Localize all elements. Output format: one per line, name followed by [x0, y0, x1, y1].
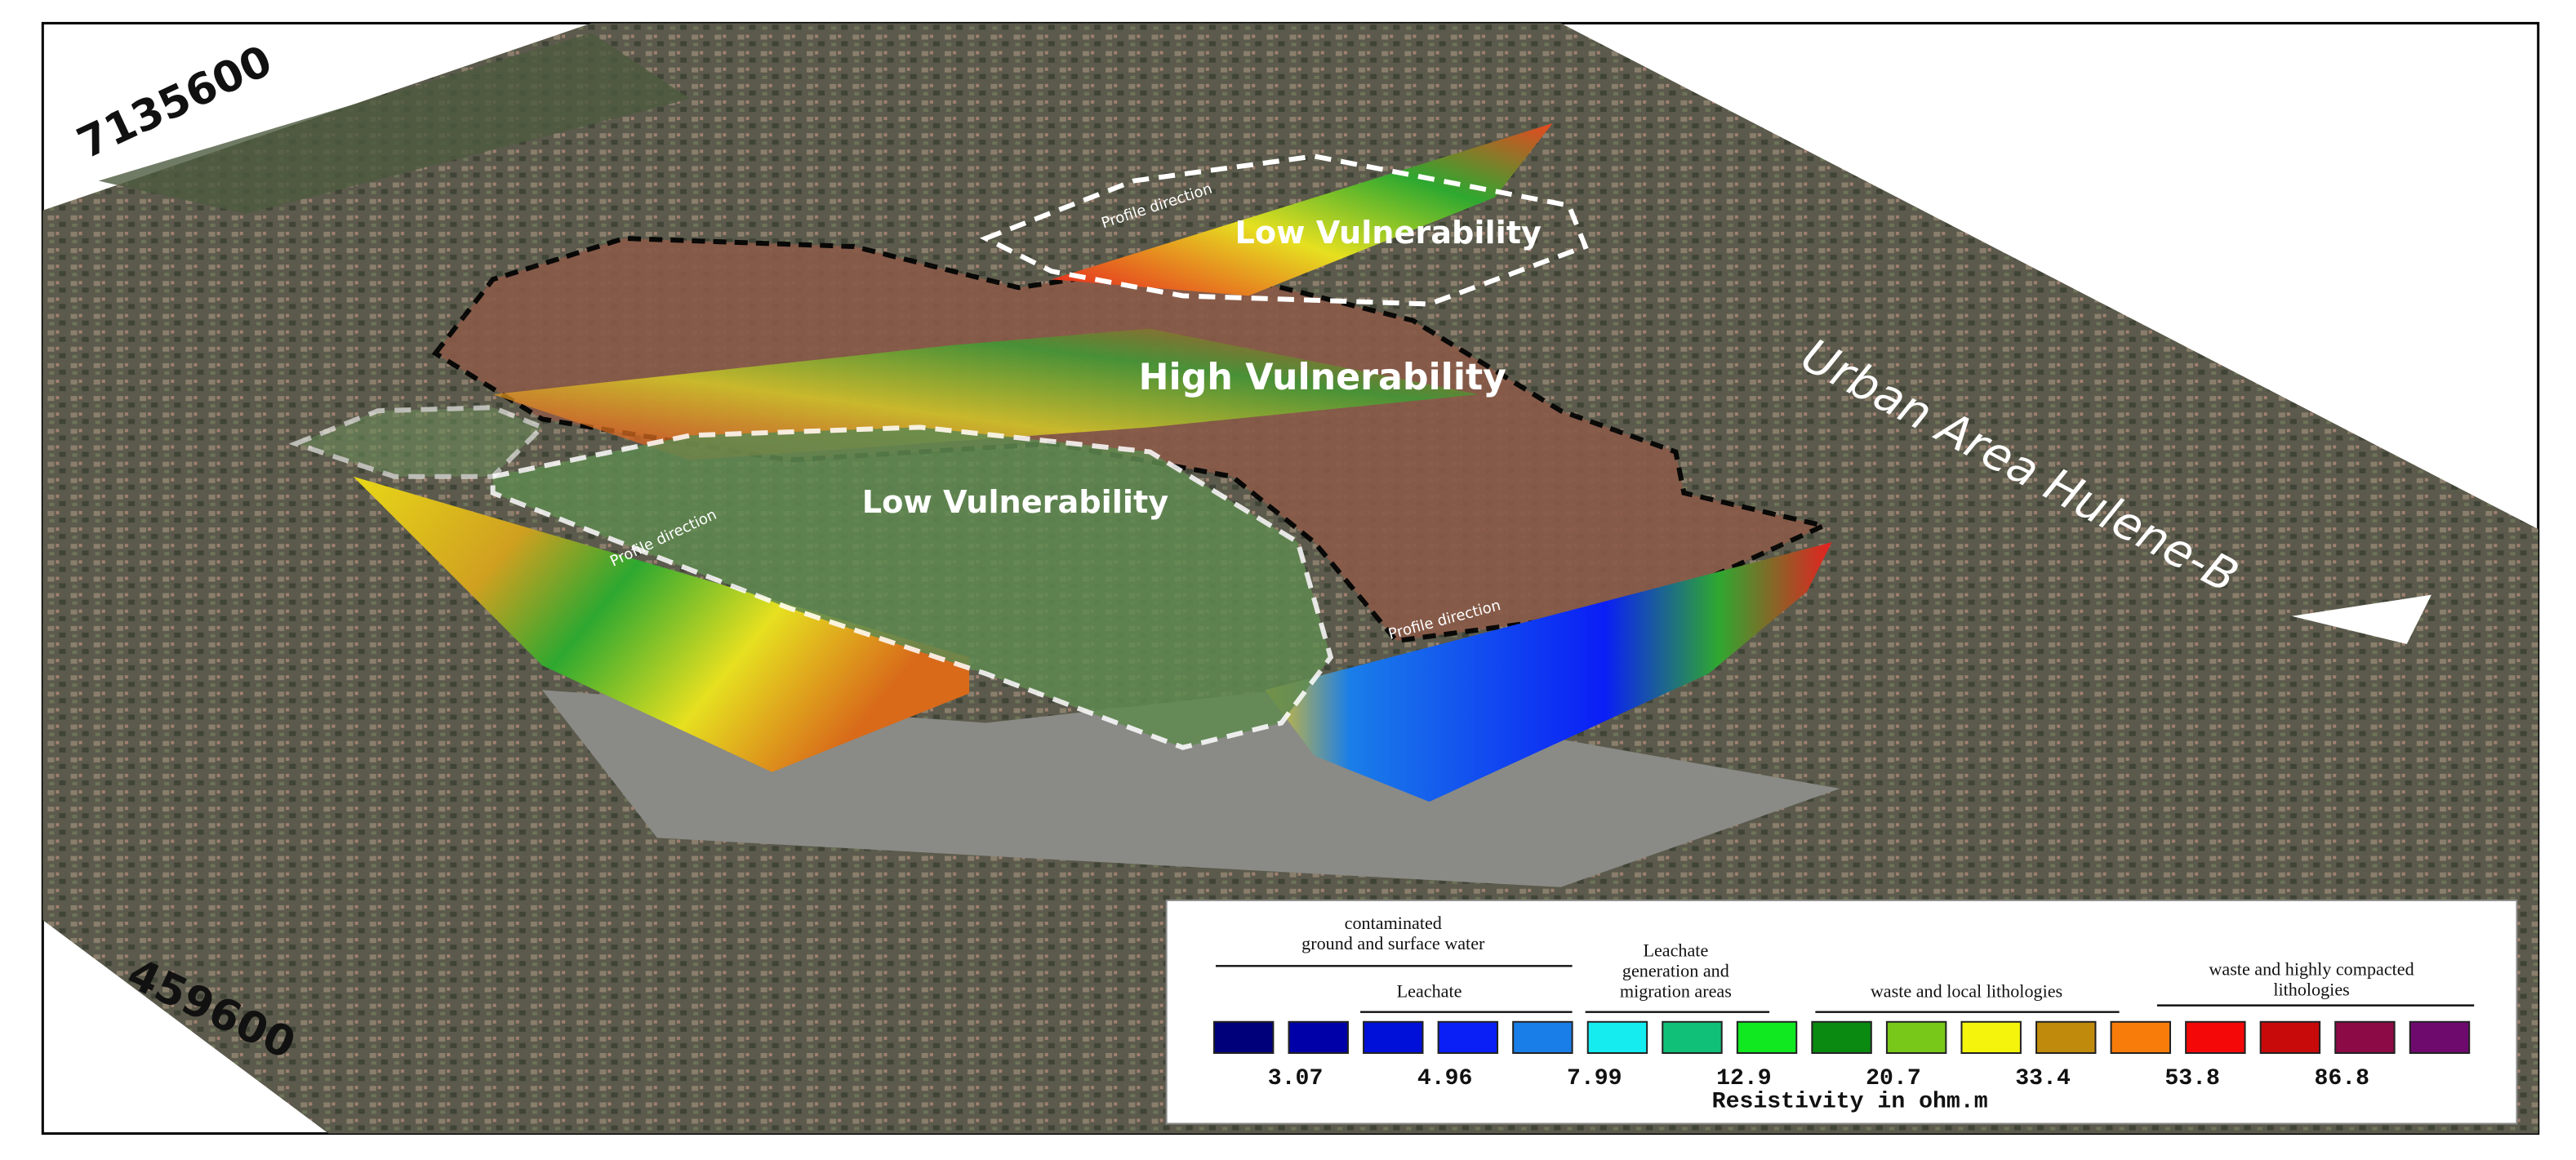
- legend-group-label: waste and highly compacted: [2209, 958, 2414, 979]
- legend-group-label: waste and local lithologies: [1871, 981, 2062, 1002]
- legend-value: 33.4: [2015, 1066, 2071, 1091]
- legend-swatch: [1212, 1020, 1275, 1054]
- legend-value: 4.96: [1417, 1066, 1473, 1091]
- vulnerability-label: High Vulnerability: [1139, 357, 1507, 398]
- low-vulnerability-zone-left: [288, 405, 547, 479]
- legend-swatch: [1363, 1020, 1424, 1054]
- legend-group-label: ground and surface water: [1301, 933, 1485, 953]
- profile-middle: [492, 328, 1479, 460]
- legend-swatch: [1512, 1020, 1573, 1054]
- north-arrow: [2291, 594, 2431, 644]
- legend-swatch: [1586, 1020, 1648, 1054]
- legend-group-label: Leachate: [1643, 940, 1708, 960]
- vulnerability-label: Low Vulnerability: [1235, 216, 1542, 251]
- legend: 3.07 4.96 7.99 12.9 20.7 33.4 53.8 86.8 Resistiv…: [1212, 913, 2475, 1114]
- legend-swatch: [1736, 1020, 1798, 1054]
- legend-swatch: [2409, 1020, 2471, 1054]
- legend-swatch: [1288, 1020, 1349, 1054]
- legend-group-label: migration areas: [1620, 981, 1732, 1002]
- vulnerability-label: Low Vulnerability: [862, 485, 1168, 521]
- legend-swatch: [1662, 1020, 1723, 1054]
- legend-group-label: generation and: [1622, 960, 1729, 980]
- low-vulnerability-zone: [490, 424, 1334, 750]
- legend-swatch: [2035, 1020, 2097, 1054]
- legend-value: 86.8: [2314, 1066, 2369, 1091]
- legend-swatch: [1811, 1020, 1872, 1054]
- legend-swatch: [2259, 1020, 2321, 1054]
- airfield: [98, 33, 691, 214]
- legend-group-label: lithologies: [2273, 980, 2349, 1000]
- legend-unit: Resistivity in ohm.m: [1712, 1089, 1988, 1114]
- legend-group-label: contaminated: [1345, 913, 1442, 933]
- legend-value: 3.07: [1268, 1066, 1324, 1091]
- legend-value: 53.8: [2164, 1066, 2220, 1091]
- legend-value: 20.7: [1866, 1066, 1921, 1091]
- legend-swatch: [2110, 1020, 2172, 1054]
- profile-left: [353, 476, 970, 772]
- legend-swatch: [1437, 1020, 1499, 1054]
- low-vulnerability-zone-top: [979, 153, 1589, 307]
- legend-swatch: [1885, 1020, 1947, 1054]
- legend-value: 7.99: [1567, 1066, 1622, 1091]
- legend-swatch: [2185, 1020, 2246, 1054]
- legend-swatch: [2334, 1020, 2396, 1054]
- profile-top: [1051, 123, 1553, 296]
- profile-right: [1265, 542, 1832, 802]
- legend-swatch: [1960, 1020, 2022, 1054]
- legend-group-label: Leachate: [1397, 981, 1462, 1002]
- legend-value: 12.9: [1716, 1066, 1772, 1091]
